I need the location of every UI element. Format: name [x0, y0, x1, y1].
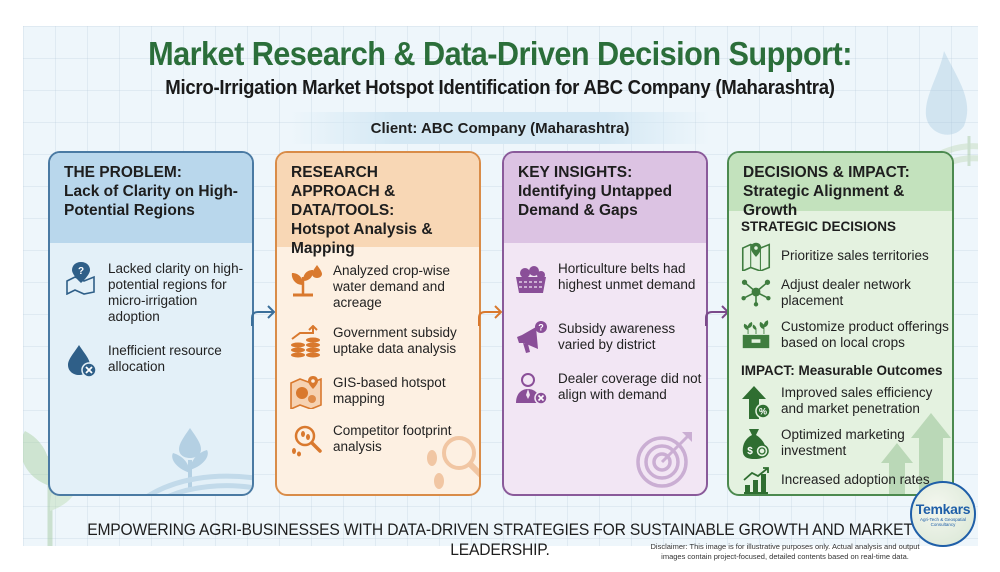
- item-text: Government subsidy uptake data analysis: [333, 325, 457, 356]
- territory-map-icon: [741, 242, 771, 271]
- list-item: Dealer coverage did not align with deman…: [514, 371, 703, 405]
- item-text: Dealer coverage did not align with deman…: [558, 371, 702, 402]
- section-label-impact: IMPACT: Measurable Outcomes: [741, 363, 943, 378]
- list-item: Horticulture belts had highest unmet dem…: [514, 261, 703, 295]
- item-text: Improved sales efficiency and market pen…: [781, 385, 933, 416]
- panel-heading: THE PROBLEM:: [64, 164, 182, 181]
- company-logo: Temkars Agri-Tech & Geospatial Consultan…: [910, 481, 976, 547]
- list-item: ? Lacked clarity on high-potential regio…: [64, 261, 248, 325]
- item-text: Optimized marketing investment: [781, 427, 905, 458]
- panel-decisions-header: DECISIONS & IMPACT: Strategic Alignment …: [729, 153, 952, 219]
- footprint-magnifier-decoration-icon: [427, 436, 479, 489]
- target-decoration-icon: [636, 432, 692, 488]
- disclaimer-line-1: Disclaimer: This image is for illustrati…: [650, 542, 920, 551]
- section-label-strategic-decisions: STRATEGIC DECISIONS: [741, 219, 897, 234]
- water-drop-x-icon: [68, 345, 97, 377]
- growth-arrows-decoration-icon: [881, 413, 951, 494]
- item-text: Increased adoption rates: [781, 472, 930, 487]
- money-bag-target-icon: $: [742, 429, 769, 459]
- disclaimer-line-2: images contain project-focused, detailed…: [661, 552, 909, 561]
- item-text: Competitor footprint analysis: [333, 423, 452, 454]
- network-pin-icon: [741, 279, 771, 307]
- page-subtitle: Micro-Irrigation Market Hotspot Identifi…: [165, 77, 835, 99]
- panel-heading: RESEARCH APPROACH & DATA/TOOLS:: [291, 164, 396, 219]
- panel-subheading: Lack of Clarity on High-Potential Region…: [64, 183, 238, 219]
- logo-tagline: Agri-Tech & Geospatial Consultancy: [919, 517, 967, 527]
- list-item: $ Optimized marketing investment: [741, 427, 952, 459]
- list-item: ? Subsidy awareness varied by district: [514, 321, 703, 355]
- flow-arrow-icon: [478, 305, 503, 326]
- coins-growth-icon: [291, 325, 320, 358]
- item-text: Adjust dealer network placement: [781, 277, 911, 308]
- list-item: Competitor footprint analysis: [289, 423, 473, 457]
- map-question-icon: ?: [66, 262, 95, 295]
- panel-heading: KEY INSIGHTS:: [518, 164, 633, 181]
- sprout-field-decoration-icon: [146, 428, 252, 494]
- fruit-basket-icon: [516, 266, 546, 293]
- client-label: Client: ABC Company (Maharashtra): [370, 119, 630, 137]
- list-item: Inefficient resource allocation: [64, 343, 248, 377]
- svg-text:?: ?: [78, 266, 84, 277]
- panel-problem: THE PROBLEM: Lack of Clarity on High-Pot…: [48, 151, 254, 496]
- panel-research-header: RESEARCH APPROACH & DATA/TOOLS: Hotspot …: [277, 153, 479, 257]
- item-text: GIS-based hotspot mapping: [333, 375, 446, 406]
- plant-drop-icon: [291, 265, 322, 297]
- panel-subheading: Identifying Untapped Demand & Gaps: [518, 183, 673, 219]
- page-title: Market Research & Data-Driven Decision S…: [148, 35, 852, 72]
- item-text: Subsidy awareness varied by district: [558, 321, 676, 352]
- disclaimer: Disclaimer: This image is for illustrati…: [620, 542, 950, 562]
- svg-text:%: %: [759, 407, 767, 417]
- list-item: Government subsidy uptake data analysis: [289, 325, 478, 359]
- panel-problem-header: THE PROBLEM: Lack of Clarity on High-Pot…: [50, 153, 252, 243]
- svg-text:?: ?: [538, 323, 544, 333]
- panel-heading: DECISIONS & IMPACT:: [743, 164, 910, 181]
- list-item: Increased adoption rates: [741, 466, 952, 494]
- item-text: Prioritize sales territories: [781, 248, 929, 263]
- flow-arrow-icon: [251, 305, 276, 326]
- list-item: % Improved sales efficiency and market p…: [741, 385, 952, 419]
- item-text: Analyzed crop-wise water demand and acre…: [333, 263, 451, 310]
- megaphone-question-icon: ?: [517, 321, 547, 353]
- dealer-x-icon: [516, 373, 548, 405]
- footer-tagline: EMPOWERING AGRI-BUSINESSES WITH DATA-DRI…: [87, 520, 913, 559]
- panel-decisions-impact: DECISIONS & IMPACT: Strategic Alignment …: [727, 151, 954, 496]
- item-text: Lacked clarity on high-potential regions…: [108, 261, 244, 324]
- logo-name: Temkars: [915, 501, 971, 517]
- svg-text:$: $: [747, 446, 753, 457]
- panel-key-insights: KEY INSIGHTS: Identifying Untapped Deman…: [502, 151, 708, 496]
- gis-map-icon: [290, 376, 322, 409]
- panel-research-approach: RESEARCH APPROACH & DATA/TOOLS: Hotspot …: [275, 151, 481, 496]
- crop-box-icon: [742, 320, 770, 349]
- item-text: Customize product offerings based on loc…: [781, 319, 949, 350]
- client-banner: Client: ABC Company (Maharashtra): [290, 112, 710, 144]
- panel-subheading: Hotspot Analysis & Mapping: [291, 221, 433, 257]
- panel-insights-header: KEY INSIGHTS: Identifying Untapped Deman…: [504, 153, 706, 243]
- item-text: Inefficient resource allocation: [108, 343, 222, 374]
- item-text: Horticulture belts had highest unmet dem…: [558, 261, 696, 292]
- arrow-up-percent-icon: %: [742, 386, 771, 419]
- bar-chart-growth-icon: [743, 467, 769, 494]
- list-item: GIS-based hotspot mapping: [289, 375, 473, 409]
- list-item: Analyzed crop-wise water demand and acre…: [289, 263, 473, 311]
- list-item: Customize product offerings based on loc…: [741, 319, 952, 351]
- list-item: Prioritize sales territories: [741, 241, 952, 271]
- footprint-search-icon: [292, 425, 322, 457]
- panel-subheading: Strategic Alignment & Growth: [743, 183, 905, 219]
- list-item: Adjust dealer network placement: [741, 277, 952, 309]
